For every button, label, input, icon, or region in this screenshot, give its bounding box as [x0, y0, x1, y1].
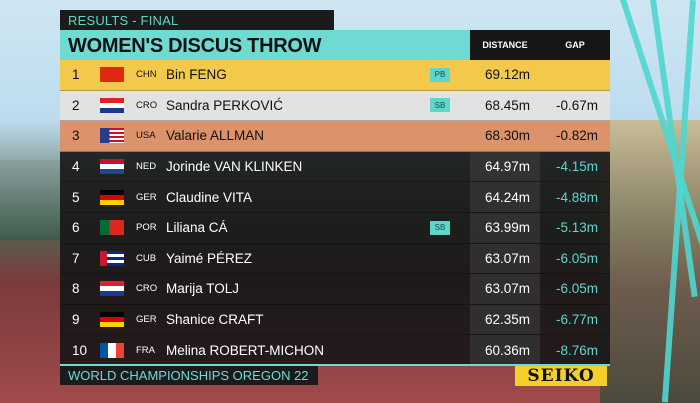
athlete-name: Sandra PERKOVIĆ — [166, 97, 284, 113]
rank: 4 — [72, 159, 80, 175]
table-row: 10 FRA Melina ROBERT-MICHON 60.36m -8.76… — [60, 335, 610, 366]
distance: 63.99m — [470, 212, 540, 243]
gap: -4.15m — [555, 159, 598, 175]
distance-column-header: DISTANCE — [470, 30, 540, 60]
divider — [60, 364, 610, 366]
rank: 8 — [72, 281, 80, 297]
croatia-flag-icon — [100, 281, 124, 297]
rank: 2 — [72, 97, 80, 113]
table-row: 1 CHN Bin FENG PB 69.12m — [60, 60, 610, 91]
germany-flag-icon — [100, 312, 124, 328]
country-code: NED — [136, 161, 157, 173]
table-row: 8 CRO Marija TOLJ 63.07m -6.05m — [60, 274, 610, 305]
distance: 69.12m — [485, 67, 531, 83]
athlete-name: Bin FENG — [166, 67, 227, 83]
record-badge: PB — [430, 67, 450, 82]
results-status-tag: RESULTS - FINAL — [60, 10, 334, 30]
athlete-name: Claudine VITA — [166, 189, 253, 205]
distance: 63.07m — [470, 243, 540, 274]
results-table: 1 CHN Bin FENG PB 69.12m 2 CRO Sandra PE… — [60, 60, 610, 366]
table-row: 4 NED Jorinde VAN KLINKEN 64.97m -4.15m — [60, 151, 610, 183]
athlete-name: Jorinde VAN KLINKEN — [166, 159, 303, 175]
gap-column-header: GAP — [540, 30, 610, 60]
china-flag-icon — [100, 67, 124, 83]
distance: 64.24m — [470, 182, 540, 212]
distance: 68.30m — [485, 128, 531, 144]
athlete-name: Yaimé PÉREZ — [166, 250, 253, 266]
record-badge: SB — [430, 220, 450, 235]
gap: -6.77m — [555, 312, 598, 328]
table-row: 7 CUB Yaimé PÉREZ 63.07m -6.05m — [60, 243, 610, 275]
athlete-name: Liliana CÁ — [166, 220, 228, 236]
event-title: WOMEN'S DISCUS THROW — [60, 30, 470, 60]
rank: 6 — [72, 220, 80, 236]
stadium-stands — [600, 120, 700, 403]
championship-label: WORLD CHAMPIONSHIPS OREGON 22 — [60, 366, 318, 385]
rank: 3 — [72, 128, 80, 144]
rank: 1 — [72, 67, 80, 83]
gap: -5.13m — [555, 220, 598, 236]
gap: -4.88m — [555, 189, 598, 205]
cuba-flag-icon — [100, 250, 124, 266]
table-row: 5 GER Claudine VITA 64.24m -4.88m — [60, 182, 610, 213]
rank: 5 — [72, 189, 80, 205]
country-code: CUB — [136, 252, 157, 264]
gap: -0.82m — [555, 128, 598, 144]
distance: 63.07m — [470, 274, 540, 304]
france-flag-icon — [100, 342, 124, 358]
stadium-stands-left — [0, 160, 60, 240]
athlete-name: Shanice CRAFT — [166, 312, 264, 328]
gap — [540, 60, 610, 90]
seiko-logo: SEIKO — [515, 366, 607, 386]
netherlands-flag-icon — [100, 159, 124, 175]
croatia-flag-icon — [100, 97, 124, 113]
athlete-name: Valarie ALLMAN — [166, 128, 265, 144]
usa-flag-icon — [100, 128, 124, 144]
gap: -6.05m — [555, 281, 598, 297]
header-row: WOMEN'S DISCUS THROW DISTANCE GAP — [60, 30, 610, 60]
portugal-flag-icon — [100, 220, 124, 236]
table-row: 6 POR Liliana CÁ SB 63.99m -5.13m — [60, 212, 610, 244]
table-row: 9 GER Shanice CRAFT 62.35m -6.77m — [60, 304, 610, 336]
distance: 68.45m — [485, 97, 531, 113]
gap: -0.67m — [555, 97, 598, 113]
germany-flag-icon — [100, 189, 124, 205]
country-code: CRO — [136, 283, 158, 295]
country-code: FRA — [136, 344, 155, 356]
country-code: GER — [136, 191, 157, 203]
country-code: USA — [136, 130, 156, 142]
athlete-name: Melina ROBERT-MICHON — [166, 342, 325, 358]
record-badge: SB — [430, 98, 450, 113]
athlete-name: Marija TOLJ — [166, 281, 240, 297]
distance: 62.35m — [470, 304, 540, 335]
country-code: GER — [136, 314, 157, 326]
country-code: POR — [136, 222, 157, 234]
rank: 9 — [72, 312, 80, 328]
table-row: 2 CRO Sandra PERKOVIĆ SB 68.45m -0.67m — [60, 90, 610, 122]
table-row: 3 USA Valarie ALLMAN 68.30m -0.82m — [60, 121, 610, 152]
distance: 64.97m — [470, 151, 540, 182]
gap: -6.05m — [555, 250, 598, 266]
country-code: CHN — [136, 69, 157, 81]
gap: -8.76m — [555, 342, 598, 358]
distance: 60.36m — [470, 335, 540, 365]
rank: 7 — [72, 250, 80, 266]
rank: 10 — [72, 342, 88, 358]
country-code: CRO — [136, 99, 158, 111]
